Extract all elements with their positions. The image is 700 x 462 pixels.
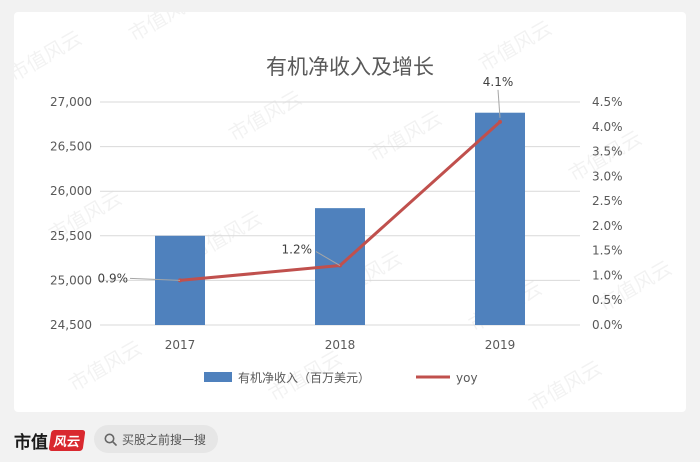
watermark-text: 市值风云 (14, 26, 86, 87)
x-tick-label: 2018 (325, 338, 356, 352)
y-left-tick-label: 25,500 (50, 229, 92, 243)
y-right-tick-label: 1.5% (592, 244, 623, 258)
watermark-text: 市值风云 (65, 336, 146, 397)
y-right-tick-label: 2.5% (592, 194, 623, 208)
brand-text: 市值 (14, 433, 48, 453)
data-label-leader (315, 251, 341, 266)
legend-label: 有机净收入（百万美元） (238, 371, 370, 385)
chart-title: 有机净收入及增长 (266, 55, 434, 79)
y-right-tick-label: 0.5% (592, 293, 623, 307)
y-left-tick-label: 24,500 (50, 318, 92, 332)
search-placeholder: 买股之前搜一搜 (122, 432, 207, 447)
x-tick-label: 2017 (165, 338, 196, 352)
brand-logo[interactable]: 市值 风云 (14, 428, 86, 453)
data-label: 0.9% (98, 271, 129, 285)
brand-mark: 风云 (48, 430, 86, 451)
watermark-text: 市值风云 (125, 12, 206, 46)
watermark-text: 市值风云 (225, 86, 306, 147)
y-right-tick-label: 0.0% (592, 318, 623, 332)
watermark-text: 市值风云 (525, 356, 606, 412)
data-label: 4.1% (483, 75, 514, 89)
legend-label: yoy (456, 371, 478, 385)
y-right-tick-label: 4.5% (592, 95, 623, 109)
y-right-tick-label: 2.0% (592, 219, 623, 233)
data-label: 1.2% (282, 243, 313, 257)
y-right-tick-label: 3.0% (592, 169, 623, 183)
y-right-tick-label: 3.5% (592, 145, 623, 159)
y-left-tick-label: 26,500 (50, 140, 92, 154)
search-icon (104, 433, 117, 446)
bar (475, 112, 525, 325)
data-label-leader (129, 277, 181, 281)
legend-swatch-bar (204, 372, 232, 382)
y-right-tick-label: 1.0% (592, 268, 623, 282)
line-point (498, 119, 502, 124)
y-left-tick-label: 26,000 (50, 184, 92, 198)
x-tick-label: 2019 (485, 338, 516, 352)
search-box[interactable]: 买股之前搜一搜 (94, 425, 218, 453)
watermark-text: 市值风云 (475, 16, 556, 77)
y-left-tick-label: 25,000 (50, 273, 92, 287)
footer-bar: 市值 风云 买股之前搜一搜 (0, 416, 700, 462)
y-right-tick-label: 4.0% (592, 120, 623, 134)
data-label-leader (497, 89, 501, 118)
y-left-tick-label: 27,000 (50, 95, 92, 109)
watermark-text: 市值风云 (365, 106, 446, 167)
chart-card: 市值风云 市值风云 市值风云 市值风云 市值风云 市值风云 市值风云 市值风云 市值风云 市值风云… (14, 12, 686, 412)
